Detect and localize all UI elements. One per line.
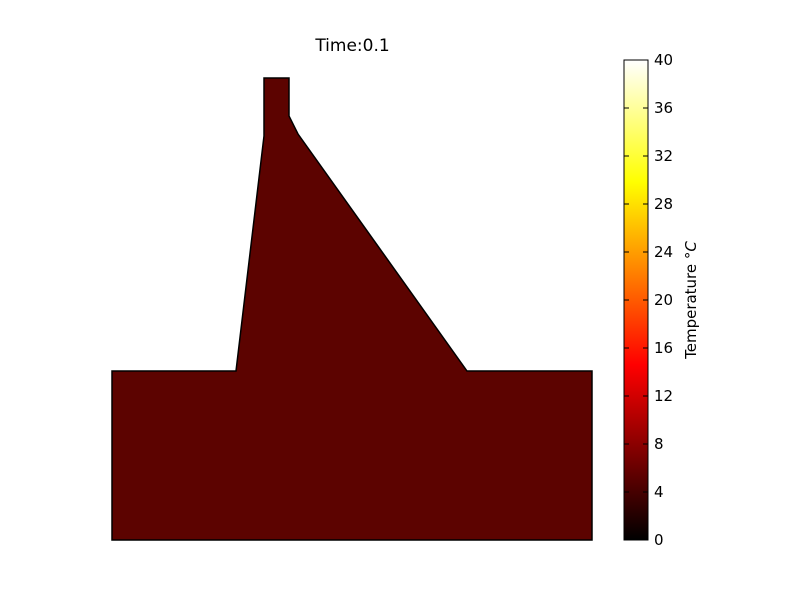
colorbar: 0 4 8 12 16 20 24 28 32 36 40 Temperature °C — [623, 51, 700, 549]
colorbar-label: Temperature °C — [682, 241, 700, 360]
dam-temperature-field — [111, 77, 593, 541]
colorbar-ticks: 0 4 8 12 16 20 24 28 32 36 40 — [624, 51, 673, 549]
colorbar-tick-label: 16 — [654, 339, 673, 357]
colorbar-tick-label: 4 — [654, 483, 664, 501]
colorbar-tick-label: 8 — [654, 435, 664, 453]
colorbar-tick-label: 32 — [654, 147, 673, 165]
colorbar-tick-label: 20 — [654, 291, 673, 309]
colorbar-label-text: Temperature — [682, 259, 700, 360]
colorbar-tick-label: 40 — [654, 51, 673, 69]
colorbar-tick-label: 24 — [654, 243, 673, 261]
colorbar-tick-label: 0 — [654, 531, 664, 549]
chart-title: Time:0.1 — [315, 36, 390, 56]
colorbar-tick-label: 28 — [654, 195, 673, 213]
colorbar-label-unit: °C — [682, 241, 700, 260]
plot-area — [111, 77, 593, 541]
colorbar-tick-label: 36 — [654, 99, 673, 117]
colorbar-tick-label: 12 — [654, 387, 673, 405]
